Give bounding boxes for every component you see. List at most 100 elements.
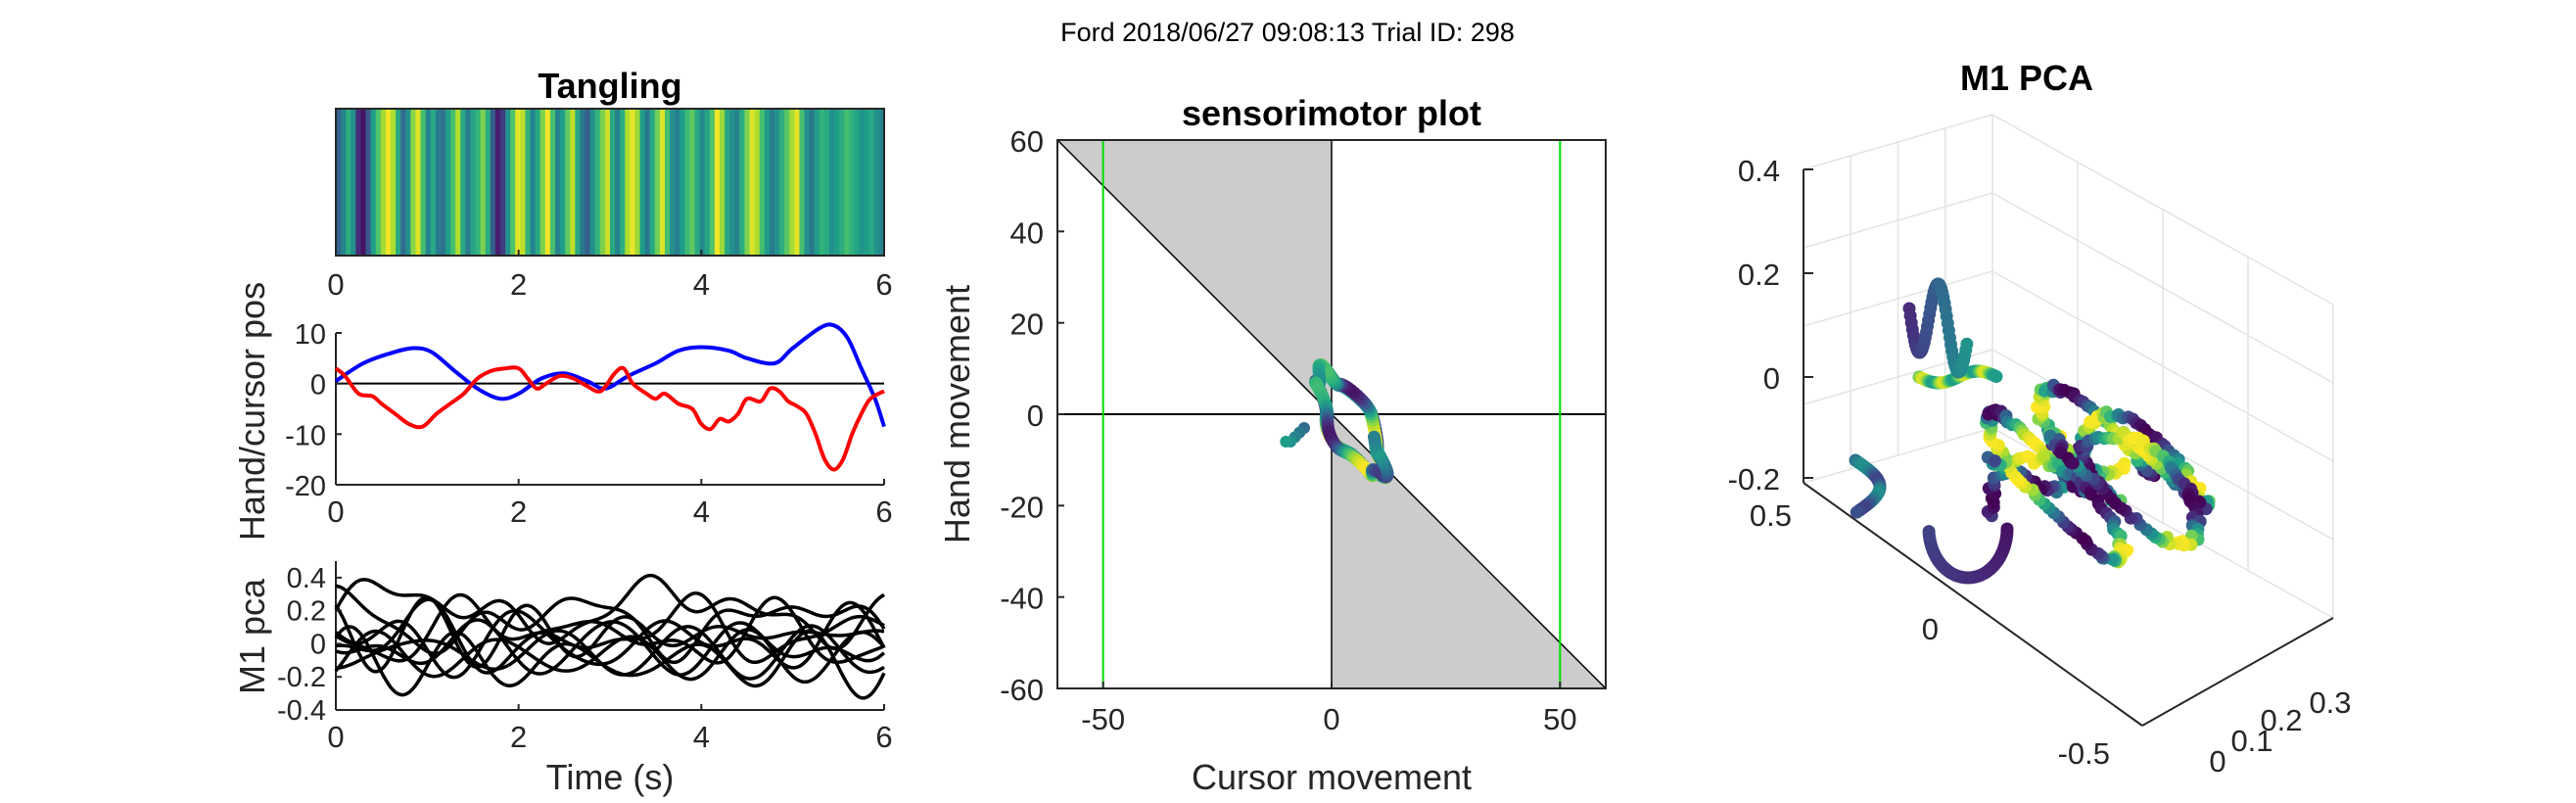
tangling-cell [834, 109, 840, 256]
sensorimotor-ylabel: Hand movement [937, 285, 977, 543]
tangling-cell [520, 109, 527, 256]
sensorimotor-y-tick-label: 0 [1027, 399, 1044, 433]
box-grid-line [1991, 192, 2334, 384]
figure-suptitle: Ford 2018/06/27 09:08:13 Trial ID: 298 [1060, 18, 1515, 47]
sensorimotor-y-ticks: 60 40 20 0 -20 -40 -60 [1000, 124, 1064, 707]
hand-cursor-y-tick-label: 10 [295, 319, 326, 351]
tangling-cell [555, 109, 561, 256]
x-tick-label: 0.1 [2230, 724, 2272, 758]
tangling-cell [525, 109, 532, 256]
sensorimotor-y-tick-label: -20 [1000, 490, 1044, 524]
tangling-cell [868, 109, 875, 256]
m1-pca-trace-line [334, 595, 885, 674]
tangling-cell [485, 109, 492, 256]
tangling-cell [510, 109, 516, 256]
sensorimotor-panel: sensorimotor plot 60 40 20 0 -20 -40 -60 -50 0 5… [937, 93, 1607, 797]
tangling-cell [670, 109, 676, 256]
tangling-cell [873, 109, 880, 256]
tangling-cell [620, 109, 626, 256]
sensorimotor-point [1280, 436, 1292, 448]
hand-cursor-y-tick-label: -10 [285, 420, 326, 451]
tangling-cell [560, 109, 566, 256]
hand-cursor-series [334, 322, 886, 472]
m1-pca-trace-line [334, 628, 886, 685]
m1-pca-x-tick-label: 6 [875, 720, 892, 754]
tangling-cell [615, 109, 621, 256]
tangling-cell [625, 109, 631, 256]
y-axis-line [1803, 482, 2143, 727]
tangling-cell [665, 109, 671, 256]
m1-pca-3d-points [1849, 277, 2216, 585]
tangling-cell [589, 109, 596, 256]
m1-pca-3d-point [1990, 370, 2003, 383]
tangling-cell [475, 109, 482, 256]
hand-cursor-x-tick-label: 2 [510, 495, 527, 529]
tangling-cell [445, 109, 451, 256]
sensorimotor-xlabel: Cursor movement [1192, 757, 1472, 797]
tangling-cell [539, 109, 546, 256]
tangling-cell [804, 109, 811, 256]
m1-pca-x-tick-label: 4 [693, 720, 710, 754]
tangling-cell [365, 109, 372, 256]
tangling-cell [679, 109, 685, 256]
tangling-cell [878, 109, 885, 256]
m1-pca-3d-point [1922, 525, 1936, 539]
tangling-cell [864, 109, 870, 256]
tangling-cell [480, 109, 487, 256]
x-axis-line [2141, 617, 2334, 727]
tangling-x-tick-label: 0 [327, 267, 344, 302]
tangling-cell [405, 109, 411, 256]
tangling-cell [639, 109, 646, 256]
tangling-cell [450, 109, 456, 256]
tangling-cell [570, 109, 576, 256]
tangling-cell [604, 109, 611, 256]
tangling-cell [764, 109, 771, 256]
tangling-x-tick-label: 2 [510, 267, 527, 302]
sensorimotor-x-tick-label: 50 [1543, 702, 1576, 736]
tangling-cell [644, 109, 651, 256]
m1-pca-xlabel: Time (s) [546, 757, 675, 797]
tangling-cell [654, 109, 661, 256]
sensorimotor-x-tick-label: 0 [1323, 702, 1339, 736]
tangling-cell [505, 109, 511, 256]
tangling-panel: Tangling 0 2 4 6 [327, 66, 892, 302]
tangling-title: Tangling [538, 66, 681, 106]
tangling-cell [535, 109, 541, 256]
hand-pos-line [334, 365, 885, 472]
sensorimotor-y-tick-label: 60 [1010, 124, 1044, 159]
tangling-cell [420, 109, 427, 256]
tangling-cell [794, 109, 801, 256]
tangling-cell [355, 109, 362, 256]
tangling-cell [610, 109, 616, 256]
z-tick-label: 0.4 [1738, 154, 1780, 188]
sensorimotor-point [1367, 430, 1381, 444]
sensorimotor-title: sensorimotor plot [1182, 93, 1481, 133]
m1-pca-y-tick-label: 0 [310, 629, 326, 660]
tangling-cell [385, 109, 392, 256]
sensorimotor-y-tick-label: -60 [1000, 673, 1044, 707]
tangling-cell [460, 109, 466, 256]
m1-pca-x-tick-label: 2 [510, 720, 527, 754]
hand-cursor-panel: 10 0 -10 -20 0 2 4 6 Hand/cursor pos [232, 282, 893, 541]
sensorimotor-points [1280, 358, 1394, 485]
sensorimotor-x-tick-label: -50 [1081, 702, 1125, 736]
tangling-cell [799, 109, 806, 256]
tangling-cell [370, 109, 377, 256]
tangling-cell [784, 109, 790, 256]
tangling-cell [809, 109, 816, 256]
m1-pca-trace-line [335, 595, 885, 675]
tangling-cell [565, 109, 571, 256]
m1-pca-3d-box [1803, 114, 2334, 727]
z-tick-label: 0 [1763, 361, 1780, 396]
tangling-cell [725, 109, 730, 256]
tangling-cell [530, 109, 537, 256]
tangling-cell [759, 109, 766, 256]
m1-pca-3d-point [1989, 454, 2001, 468]
hand-cursor-x-tick-label: 6 [875, 495, 892, 529]
sensorimotor-y-tick-label: 40 [1010, 215, 1044, 250]
tangling-cell [380, 109, 387, 256]
m1-pca-3d-title: M1 PCA [1960, 58, 2093, 98]
hand-cursor-x-tick-label: 4 [693, 495, 710, 529]
tangling-cell [749, 109, 756, 256]
